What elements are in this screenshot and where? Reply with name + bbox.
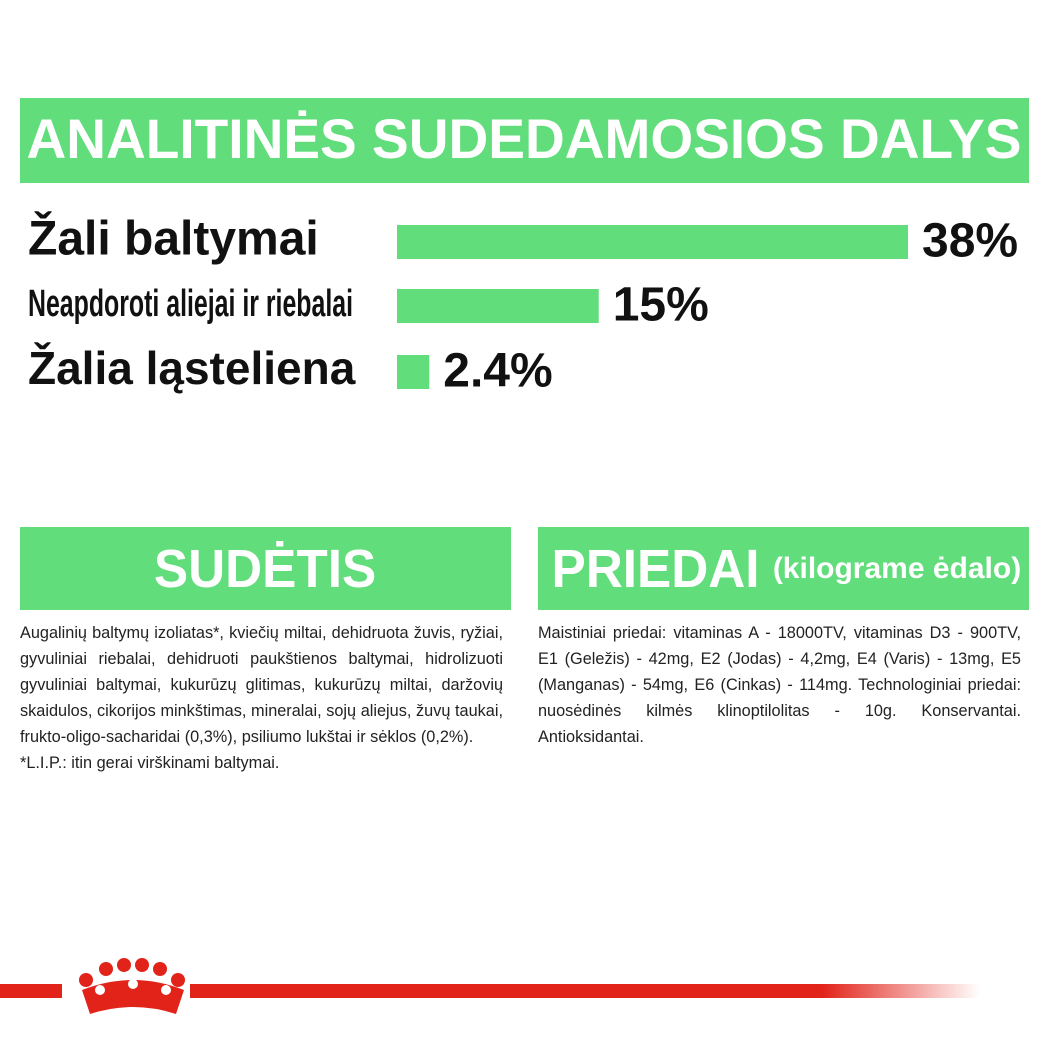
- paragraph: Maistiniai priedai: vitaminas A - 18000T…: [538, 624, 1021, 746]
- category-label: Žalia ląsteliena: [28, 342, 356, 394]
- footer-line: [190, 984, 980, 998]
- section-body: Maistiniai priedai: vitaminas A - 18000T…: [538, 620, 1021, 750]
- value-label: 2.4%: [443, 345, 552, 398]
- title-banner: [20, 98, 1029, 183]
- paragraph: *L.I.P.: itin gerai virškinami baltymai.: [20, 754, 280, 772]
- bar: [397, 225, 908, 259]
- section-title: PRIEDAI: [551, 538, 760, 599]
- section-header: SUDĖTIS: [20, 527, 511, 610]
- logo: [79, 958, 185, 1014]
- section-header: PRIEDAI (kilograme ėdalo): [538, 527, 1029, 610]
- section: PRIEDAI (kilograme ėdalo) Maistiniai pried…: [538, 527, 1029, 750]
- chart-title: ANALITINĖS SUDEDAMOSIOS DALYS: [27, 107, 1022, 170]
- paragraph: Augalinių baltymų izoliatas*, kviečių mi…: [20, 624, 503, 746]
- category-label: Neapdoroti aliejai ir riebalai: [28, 283, 353, 325]
- value-label: 38%: [922, 215, 1018, 268]
- section: SUDĖTIS Augalinių baltymų izoliatas*, kvi…: [20, 527, 511, 776]
- section-title: SUDĖTIS: [154, 538, 377, 599]
- bar: [397, 355, 430, 389]
- section-body: Augalinių baltymų izoliatas*, kviečių mi…: [20, 620, 503, 776]
- bar: [397, 289, 599, 323]
- category-label: Žali baltymai: [28, 211, 319, 266]
- value-label: 15%: [613, 279, 709, 332]
- section-subtitle: (kilograme ėdalo): [772, 551, 1022, 585]
